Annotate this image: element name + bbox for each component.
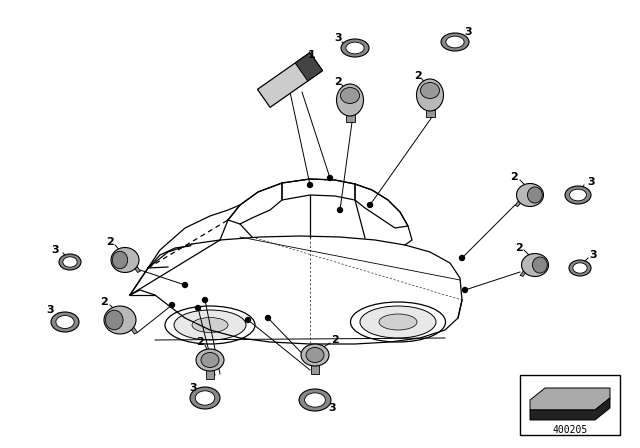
Ellipse shape bbox=[337, 84, 364, 116]
Polygon shape bbox=[515, 196, 525, 207]
Ellipse shape bbox=[299, 389, 331, 411]
Text: 3: 3 bbox=[46, 305, 54, 315]
Text: 3: 3 bbox=[464, 27, 472, 37]
Ellipse shape bbox=[174, 310, 246, 340]
Ellipse shape bbox=[341, 39, 369, 57]
Ellipse shape bbox=[305, 393, 325, 407]
Polygon shape bbox=[257, 52, 323, 108]
Text: 400205: 400205 bbox=[552, 425, 588, 435]
Text: 3: 3 bbox=[51, 245, 59, 255]
Bar bbox=[520, 375, 620, 435]
Polygon shape bbox=[520, 266, 530, 276]
Ellipse shape bbox=[420, 82, 440, 99]
Ellipse shape bbox=[196, 349, 224, 371]
Ellipse shape bbox=[201, 353, 219, 367]
Ellipse shape bbox=[565, 186, 591, 204]
Ellipse shape bbox=[192, 318, 228, 332]
Ellipse shape bbox=[446, 36, 464, 48]
Text: 3: 3 bbox=[328, 403, 336, 413]
Circle shape bbox=[195, 306, 200, 310]
Ellipse shape bbox=[379, 314, 417, 330]
Text: 1: 1 bbox=[308, 50, 316, 60]
Ellipse shape bbox=[301, 344, 329, 366]
Ellipse shape bbox=[56, 315, 74, 328]
Ellipse shape bbox=[569, 260, 591, 276]
Ellipse shape bbox=[306, 348, 324, 362]
Polygon shape bbox=[530, 388, 610, 410]
Polygon shape bbox=[346, 112, 355, 121]
Ellipse shape bbox=[63, 257, 77, 267]
Ellipse shape bbox=[441, 33, 469, 51]
Ellipse shape bbox=[104, 306, 136, 334]
Ellipse shape bbox=[516, 184, 543, 207]
Text: 2: 2 bbox=[331, 335, 339, 345]
Ellipse shape bbox=[570, 189, 586, 201]
Ellipse shape bbox=[190, 387, 220, 409]
Circle shape bbox=[266, 315, 271, 320]
Circle shape bbox=[202, 297, 207, 302]
Text: 2: 2 bbox=[196, 337, 204, 347]
Circle shape bbox=[337, 207, 342, 212]
Circle shape bbox=[328, 176, 333, 181]
Polygon shape bbox=[311, 365, 319, 374]
Ellipse shape bbox=[527, 187, 542, 203]
Ellipse shape bbox=[522, 254, 548, 276]
Text: 2: 2 bbox=[510, 172, 518, 182]
Text: 2: 2 bbox=[515, 243, 523, 253]
Circle shape bbox=[307, 182, 312, 188]
Circle shape bbox=[463, 288, 467, 293]
Ellipse shape bbox=[532, 257, 547, 273]
Polygon shape bbox=[205, 370, 214, 379]
Polygon shape bbox=[530, 398, 610, 420]
Ellipse shape bbox=[51, 312, 79, 332]
Ellipse shape bbox=[340, 87, 360, 103]
Text: 3: 3 bbox=[334, 33, 342, 43]
Ellipse shape bbox=[59, 254, 81, 270]
Text: 3: 3 bbox=[589, 250, 597, 260]
Ellipse shape bbox=[112, 251, 127, 269]
Polygon shape bbox=[127, 321, 138, 334]
Ellipse shape bbox=[195, 391, 215, 405]
Ellipse shape bbox=[111, 247, 139, 272]
Text: 3: 3 bbox=[587, 177, 595, 187]
Ellipse shape bbox=[417, 79, 444, 111]
Circle shape bbox=[170, 302, 175, 307]
Polygon shape bbox=[131, 261, 140, 272]
Text: 2: 2 bbox=[334, 77, 342, 87]
Text: 2: 2 bbox=[100, 297, 108, 307]
Circle shape bbox=[367, 202, 372, 207]
Ellipse shape bbox=[346, 42, 364, 54]
Text: 3: 3 bbox=[189, 383, 197, 393]
Ellipse shape bbox=[106, 310, 123, 330]
Ellipse shape bbox=[360, 306, 436, 338]
Circle shape bbox=[460, 255, 465, 260]
Polygon shape bbox=[426, 108, 435, 116]
Text: 2: 2 bbox=[106, 237, 114, 247]
Circle shape bbox=[246, 318, 250, 323]
Circle shape bbox=[182, 283, 188, 288]
Text: 2: 2 bbox=[414, 71, 422, 81]
Polygon shape bbox=[295, 52, 323, 81]
Ellipse shape bbox=[573, 263, 587, 273]
